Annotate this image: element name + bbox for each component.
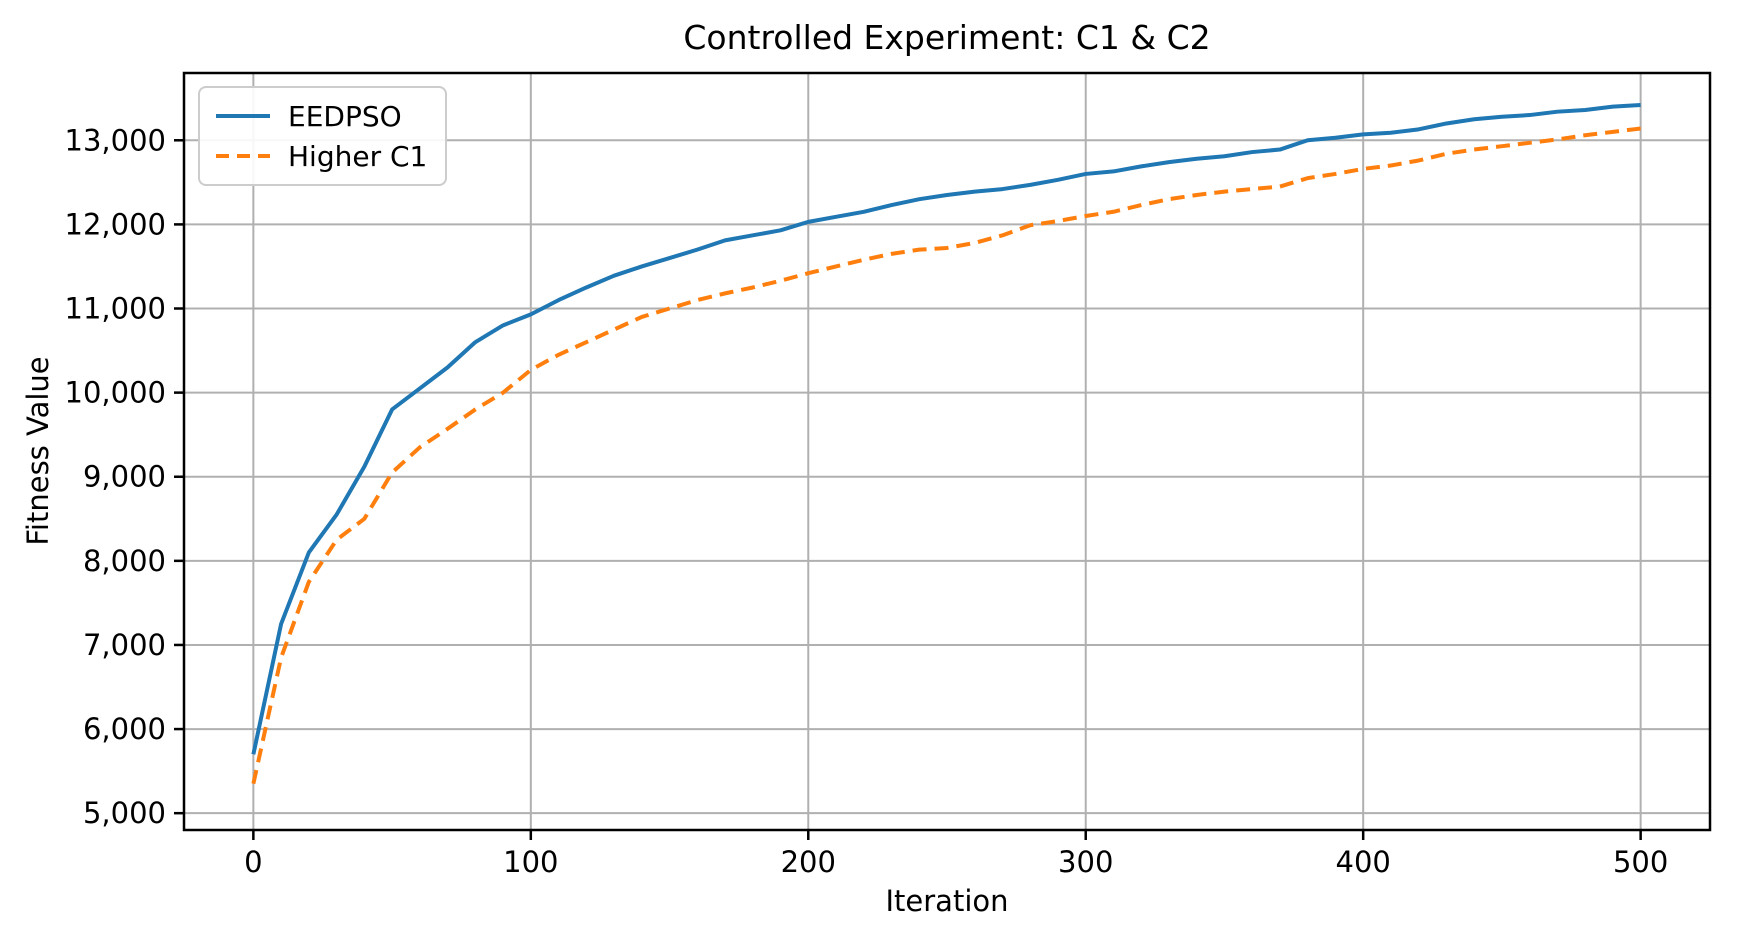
legend-line-sample: [216, 154, 270, 158]
y-tick-label: 5,000: [83, 796, 166, 830]
series-line-higher-c1: [251, 126, 1641, 785]
y-axis-label: Fitness Value: [21, 356, 55, 546]
y-tick-label: 9,000: [83, 460, 166, 494]
chart-title: Controlled Experiment: C1 & C2: [683, 18, 1211, 57]
grid-layer: [184, 73, 1710, 830]
legend-line-sample: [216, 114, 270, 118]
x-tick-label: 300: [1058, 845, 1113, 879]
y-tick-label: 10,000: [65, 376, 166, 410]
x-tick-label: 400: [1336, 845, 1391, 879]
y-tick-label: 13,000: [65, 123, 166, 157]
x-tick-label: 100: [503, 845, 558, 879]
plot-border: [182, 71, 1712, 832]
x-tick-label: 0: [244, 845, 262, 879]
y-tick-label: 11,000: [65, 292, 166, 326]
y-tick-label: 12,000: [65, 207, 166, 241]
y-tick-label: 7,000: [83, 628, 166, 662]
legend-label: Higher C1: [288, 139, 428, 173]
x-tick-label: 200: [781, 845, 836, 879]
series-line-eedpso: [251, 102, 1641, 755]
y-tick-label: 6,000: [83, 712, 166, 746]
legend-label: EEDPSO: [288, 99, 402, 133]
x-axis-label: Iteration: [885, 884, 1009, 918]
legend-entry: EEDPSO: [214, 98, 427, 134]
legend: EEDPSO Higher C1: [198, 86, 448, 186]
tick-layer: 0 100 200 300 400 500 5,000 6,000 7,000 8,000 9,00…: [65, 123, 1669, 879]
y-tick-label: 8,000: [83, 544, 166, 578]
x-tick-label: 500: [1613, 845, 1668, 879]
legend-entry: Higher C1: [214, 138, 427, 174]
